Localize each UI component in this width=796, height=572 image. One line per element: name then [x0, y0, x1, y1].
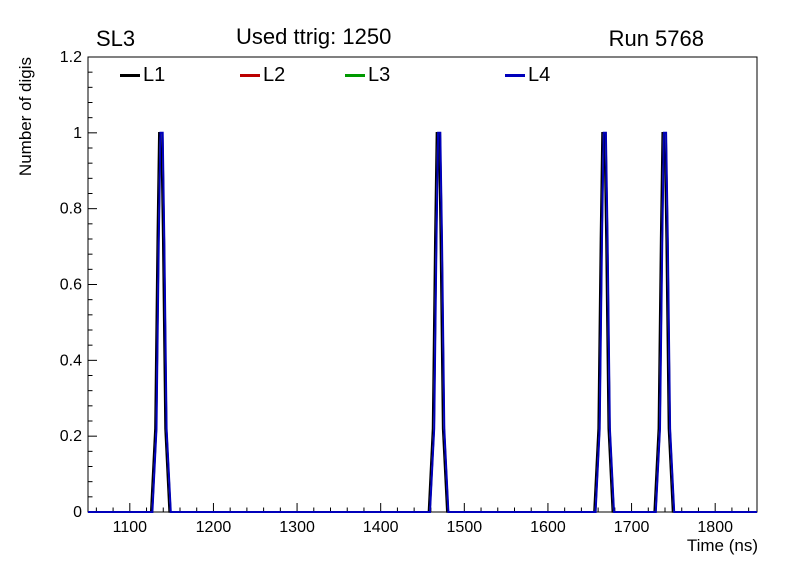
x-tick-label: 1600: [530, 519, 566, 536]
legend-label-l1: L1: [143, 63, 166, 86]
legend-entry-l1: L1: [120, 63, 165, 87]
x-tick-label: 1400: [363, 519, 399, 536]
y-tick-label: 0: [73, 504, 82, 521]
superlayer-label: SL3: [96, 26, 136, 51]
legend-entry-l4: L4: [505, 63, 550, 87]
x-tick-label: 1300: [279, 519, 315, 536]
x-axis-title: Time (ns): [686, 536, 758, 555]
y-tick-label: 0.6: [60, 277, 82, 294]
legend-entry-l2: L2: [240, 63, 285, 87]
y-tick-label: 0.4: [60, 352, 82, 369]
y-tick-label: 0.8: [60, 201, 82, 218]
legend-line-marker-l2: [240, 73, 260, 77]
y-axis: 0 0.2 0.4 0.6 0.8 1 1.2: [60, 49, 97, 521]
run-number-label: Run 5768: [608, 26, 704, 51]
legend-line-marker-l1: [120, 73, 140, 77]
series-L1: [88, 132, 757, 513]
legend-entry-l3: L3: [345, 63, 390, 87]
y-tick-label: 0.2: [60, 428, 82, 445]
x-tick-label: 1500: [447, 519, 483, 536]
x-tick-label: 1700: [614, 519, 650, 536]
x-tick-label: 1200: [196, 519, 232, 536]
plot-title: Used ttrig: 1250: [236, 24, 392, 49]
legend-line-marker-l3: [345, 73, 365, 77]
x-tick-label: 1800: [697, 519, 733, 536]
series-L4: [88, 131, 757, 513]
series-group: [88, 131, 757, 513]
legend-label-l3: L3: [368, 63, 391, 86]
legend-label-l2: L2: [263, 63, 286, 86]
y-tick-label: 1.2: [60, 49, 82, 66]
legend-line-marker-l4: [505, 73, 525, 77]
y-tick-label: 1: [73, 125, 82, 142]
x-tick-label: 1100: [113, 519, 148, 536]
legend-label-l4: L4: [528, 63, 551, 86]
plot-frame: [87, 56, 758, 513]
y-axis-title: Number of digis: [16, 57, 35, 177]
x-axis: 1100 1200 1300 1400 1500 1600 1700 1800: [95, 503, 750, 536]
